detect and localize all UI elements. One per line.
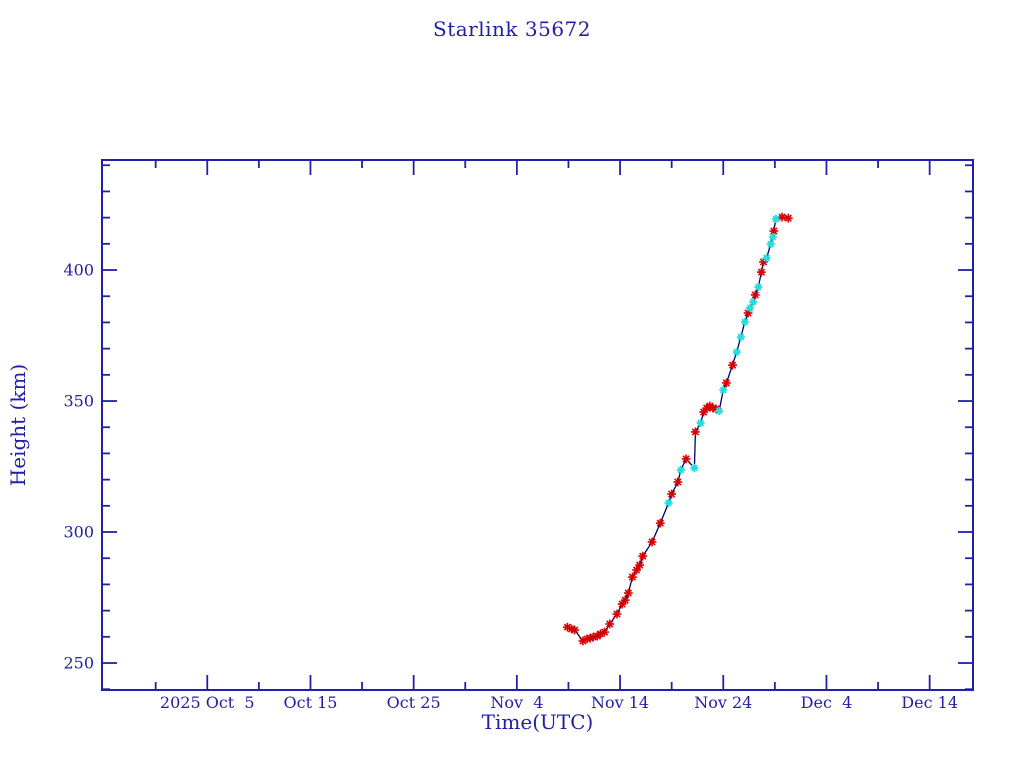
tick-labels: 2025 Oct 5 Oct 15 Oct 25 Nov 4 Nov 14 Nov 24 D… xyxy=(63,261,958,712)
svg-text:Dec 14: Dec 14 xyxy=(901,693,958,712)
x-axis-label: Time(UTC) xyxy=(481,710,594,734)
svg-text:Oct 15: Oct 15 xyxy=(283,693,337,712)
svg-text:250: 250 xyxy=(63,654,94,673)
plot-frame xyxy=(101,159,974,691)
svg-text:Nov 14: Nov 14 xyxy=(591,693,649,712)
svg-text:Oct 25: Oct 25 xyxy=(387,693,441,712)
axis-ticks xyxy=(102,160,973,691)
svg-text:Nov 24: Nov 24 xyxy=(694,693,752,712)
svg-text:300: 300 xyxy=(63,523,94,542)
svg-text:400: 400 xyxy=(63,261,94,280)
data-markers-cyan xyxy=(664,214,780,507)
svg-text:Dec 4: Dec 4 xyxy=(801,693,853,712)
svg-text:350: 350 xyxy=(63,392,94,411)
chart-title: Starlink 35672 xyxy=(433,17,591,41)
y-axis-label: Height (km) xyxy=(6,363,30,487)
data-markers-red xyxy=(563,212,793,646)
svg-text:2025 Oct 5: 2025 Oct 5 xyxy=(160,693,255,712)
data-line xyxy=(567,216,789,642)
svg-text:Nov 4: Nov 4 xyxy=(490,693,543,712)
